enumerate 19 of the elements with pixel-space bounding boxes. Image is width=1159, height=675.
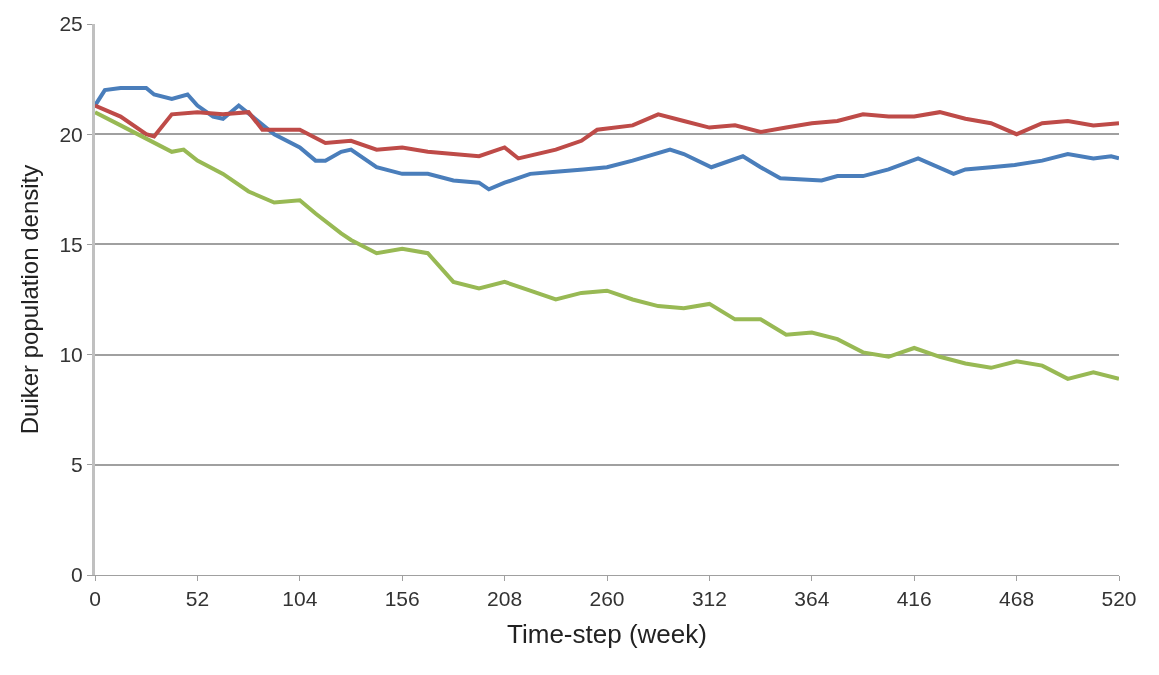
y-tick-label: 25 xyxy=(59,12,83,36)
x-tick-label: 260 xyxy=(589,587,625,611)
y-tick-label: 20 xyxy=(59,122,83,146)
x-tick-label: 364 xyxy=(794,587,830,611)
x-tick-label: 156 xyxy=(384,587,420,611)
x-tick-label: 468 xyxy=(999,587,1035,611)
y-tick-label: 10 xyxy=(59,342,83,366)
x-axis-title: Time-step (week) xyxy=(507,618,707,649)
x-tick-label: 312 xyxy=(691,587,727,611)
y-tick-label: 15 xyxy=(59,232,83,256)
x-tick-label: 520 xyxy=(1101,587,1137,611)
y-axis-title: Duiker population density xyxy=(15,164,43,435)
x-tick-label: 416 xyxy=(896,587,932,611)
x-tick-label: 208 xyxy=(487,587,523,611)
x-tick-label: 52 xyxy=(185,587,210,611)
y-tick-label: 0 xyxy=(71,563,83,587)
x-tick-label: 104 xyxy=(282,587,318,611)
y-tick-label: 5 xyxy=(71,453,83,477)
x-tick-label: 0 xyxy=(89,587,101,611)
